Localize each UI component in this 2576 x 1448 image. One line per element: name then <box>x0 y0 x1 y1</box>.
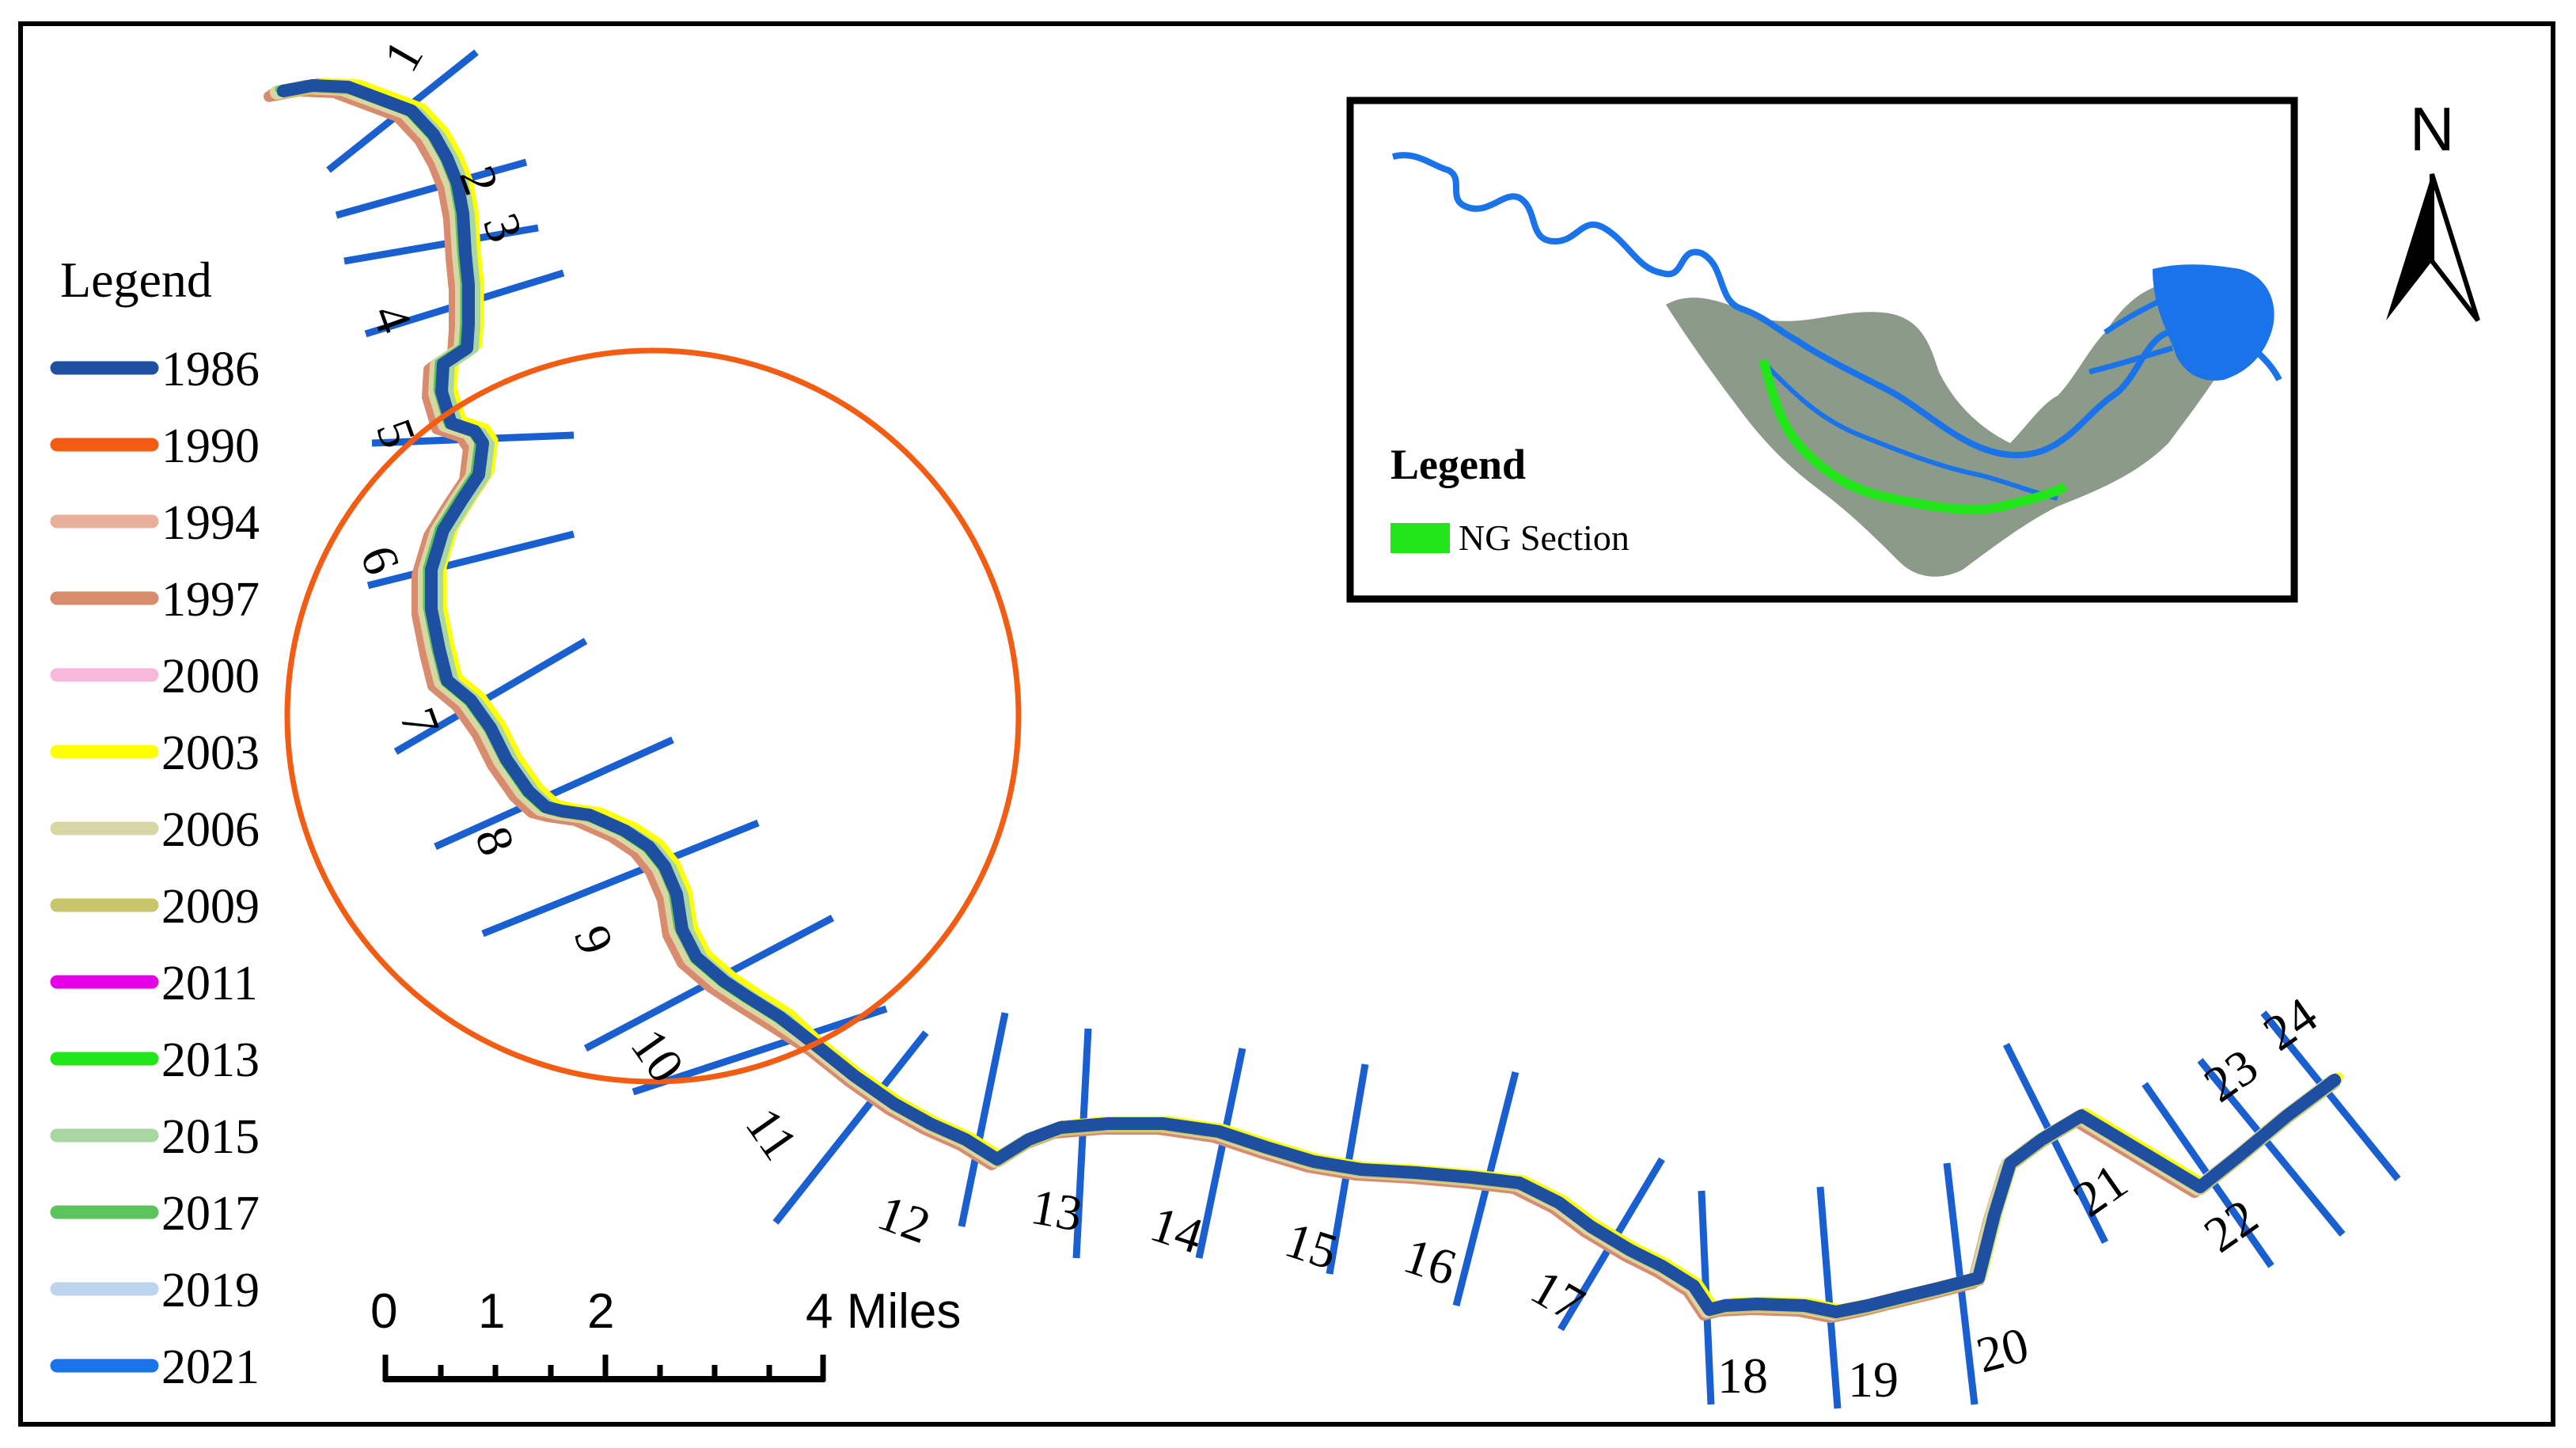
transect-line <box>958 1012 1009 1227</box>
legend-label: 2000 <box>161 650 260 703</box>
transect-line <box>2002 1042 2109 1245</box>
legend-label: 2021 <box>161 1340 260 1394</box>
transect-line <box>772 1030 929 1225</box>
transect-line <box>632 1005 888 1096</box>
legend-item-1997: 1997 <box>50 573 260 627</box>
transect-line <box>335 158 528 219</box>
inset-bay-branch <box>2088 298 2173 375</box>
legend-label: 1986 <box>161 343 260 396</box>
legend-label: 2006 <box>161 803 260 857</box>
section-label-13: 13 <box>1027 1178 1087 1242</box>
inset-bay <box>2153 264 2274 381</box>
legend-item-2003: 2003 <box>50 726 260 780</box>
legend: Legend 1986 1990 1994 1997 2000 2003 2006 2009 2… <box>50 252 260 1394</box>
transect-line <box>1195 1048 1246 1259</box>
transect-line <box>343 224 539 265</box>
transect-line <box>393 638 588 755</box>
transect-line <box>481 819 760 938</box>
highlight-circle <box>284 347 1022 1085</box>
legend-item-2013: 2013 <box>50 1033 260 1087</box>
legend-label: 1994 <box>161 496 260 550</box>
legend-item-2006: 2006 <box>50 803 260 857</box>
inset-river <box>1391 152 2282 459</box>
north-arrow-icon-left <box>2386 174 2432 320</box>
inset-land <box>1666 266 2251 577</box>
legend-label: 2009 <box>161 880 260 934</box>
inset-ng-section <box>1758 358 2068 515</box>
north-arrow-icon-right <box>2430 173 2480 322</box>
legend-label: 1997 <box>161 573 260 627</box>
transect-line <box>366 530 575 589</box>
inset-river-branch <box>1762 362 2058 501</box>
legend-item-2011: 2011 <box>50 957 258 1010</box>
inset-legend-title: Legend <box>1390 441 1526 488</box>
legend-item-1986: 1986 <box>50 343 260 396</box>
transect-line <box>1816 1186 1842 1409</box>
legend-label: 2019 <box>161 1264 260 1317</box>
scale-label-0: 0 <box>370 1284 397 1339</box>
legend-label: 2015 <box>161 1110 260 1164</box>
legend-item-2009: 2009 <box>50 880 260 934</box>
legend-label: 2011 <box>161 957 258 1010</box>
scale-label-4-miles: 4 Miles <box>806 1284 961 1339</box>
north-label: N <box>2410 94 2454 164</box>
scale-label-2: 2 <box>587 1284 614 1339</box>
transect-line <box>434 736 674 851</box>
inset-map: Legend NG Section <box>1346 97 2298 603</box>
legend-title: Legend <box>60 252 212 308</box>
inset-legend-label: NG Section <box>1459 517 1629 558</box>
legend-item-2017: 2017 <box>50 1187 260 1241</box>
transect-line <box>2197 1058 2346 1237</box>
inset-legend-swatch <box>1390 523 1450 553</box>
legend-label: 2017 <box>161 1187 260 1241</box>
legend-item-1994: 1994 <box>50 496 260 550</box>
legend-item-2000: 2000 <box>50 650 260 703</box>
section-label-19: 19 <box>1848 1351 1899 1408</box>
north-arrow: N <box>2386 94 2480 322</box>
legend-item-1990: 1990 <box>50 419 260 473</box>
scale-label-1: 1 <box>478 1284 505 1339</box>
section-label-18: 18 <box>1717 1348 1768 1404</box>
transect-line <box>2260 1010 2401 1181</box>
legend-label: 2013 <box>161 1033 260 1087</box>
river-channel-lines <box>264 78 2344 1323</box>
scale-bar: 0 1 2 4 Miles <box>370 1284 961 1382</box>
legend-item-2015: 2015 <box>50 1110 260 1164</box>
transect-line <box>1072 1028 1092 1259</box>
channel-line-1986 <box>277 79 2341 1318</box>
legend-label: 2003 <box>161 726 260 780</box>
legend-item-2019: 2019 <box>50 1264 260 1317</box>
legend-item-2021: 2021 <box>50 1340 260 1394</box>
legend-label: 1990 <box>161 419 260 473</box>
